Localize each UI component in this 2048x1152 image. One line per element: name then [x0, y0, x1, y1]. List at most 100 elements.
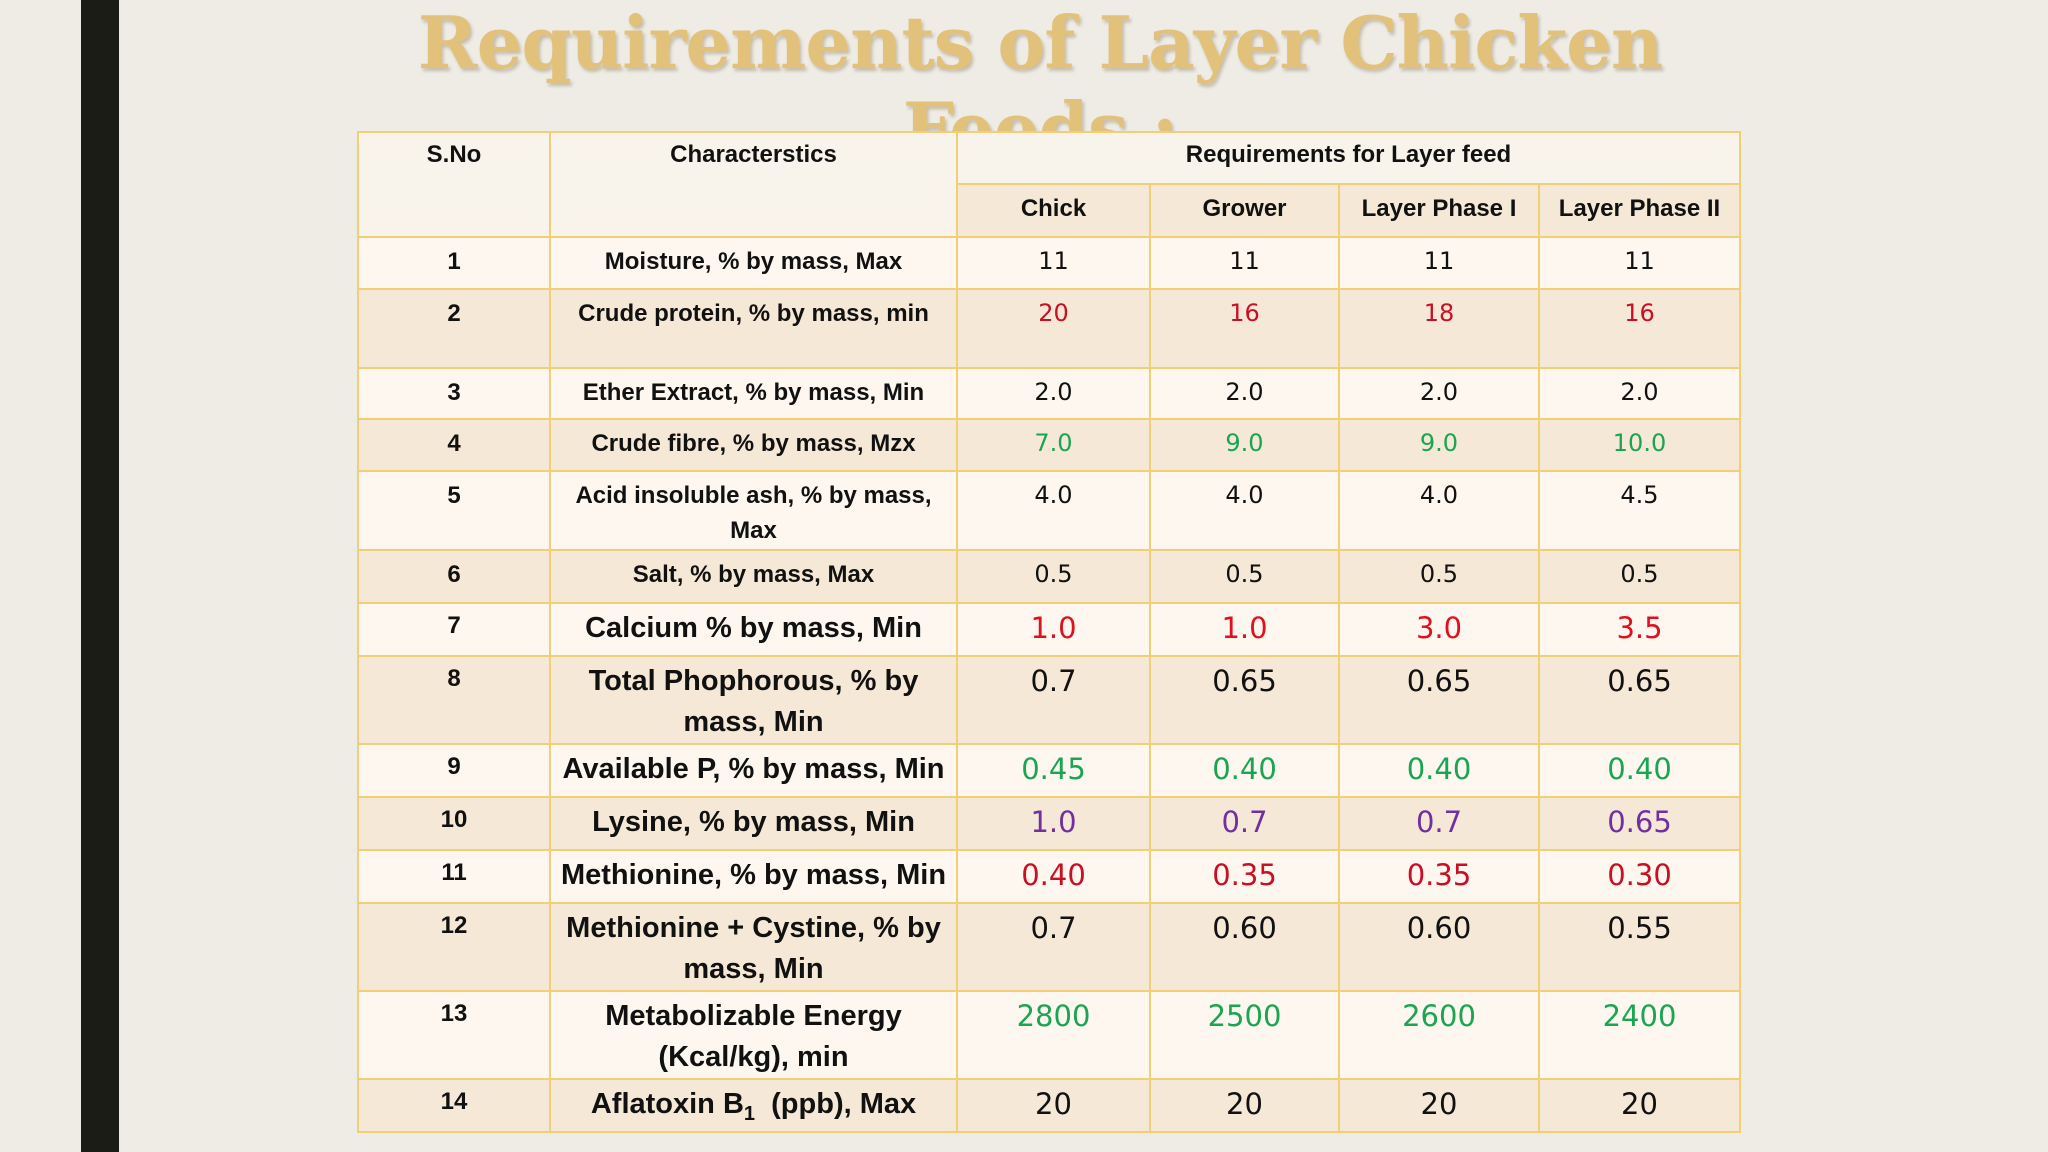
cell-layer-phase-1: 0.65 [1338, 655, 1540, 745]
cell-characteristic: Acid insoluble ash, % by mass, Max [549, 470, 958, 551]
characteristic-prefix: Aflatoxin B [590, 1088, 744, 1120]
cell-chick: 11 [956, 236, 1151, 290]
cell-chick: 2800 [956, 990, 1151, 1080]
cell-grower: 9.0 [1149, 418, 1340, 472]
cell-chick: 0.40 [956, 849, 1151, 904]
cell-layer-phase-2: 0.40 [1538, 743, 1741, 798]
cell-chick: 20 [956, 288, 1151, 369]
table-row: 11 Methionine, % by mass, Min 0.40 0.35 … [357, 849, 1741, 904]
table-row: 10 Lysine, % by mass, Min 1.0 0.7 0.7 0.… [357, 796, 1741, 851]
cell-layer-phase-2: 0.30 [1538, 849, 1741, 904]
cell-characteristic: Aflatoxin B1 (ppb), Max [549, 1078, 958, 1133]
table-row: 9 Available P, % by mass, Min 0.45 0.40 … [357, 743, 1741, 798]
cell-chick: 1.0 [956, 796, 1151, 851]
header-requirements-group: Requirements for Layer feed [956, 131, 1741, 185]
cell-characteristic: Crude protein, % by mass, min [549, 288, 958, 369]
table-row: 4 Crude fibre, % by mass, Mzx 7.0 9.0 9.… [357, 418, 1741, 472]
page-title: Requirements of Layer Chicken Feeds : [417, 0, 1664, 171]
cell-sno: 1 [357, 236, 551, 290]
characteristic-subscript: 1 [743, 1102, 756, 1125]
cell-layer-phase-1: 3.0 [1338, 602, 1540, 657]
cell-sno: 5 [357, 470, 551, 551]
cell-sno: 3 [357, 367, 551, 420]
table-row: 2 Crude protein, % by mass, min 20 16 18… [357, 288, 1741, 369]
cell-characteristic: Salt, % by mass, Max [549, 549, 958, 604]
cell-layer-phase-2: 16 [1538, 288, 1741, 369]
left-accent-bar [81, 0, 119, 1152]
cell-layer-phase-2: 0.55 [1538, 902, 1741, 992]
cell-chick: 1.0 [956, 602, 1151, 657]
cell-grower: 0.7 [1149, 796, 1340, 851]
table-row: 1 Moisture, % by mass, Max 11 11 11 11 [357, 236, 1741, 290]
cell-chick: 4.0 [956, 470, 1151, 551]
cell-grower: 2500 [1149, 990, 1340, 1080]
cell-characteristic: Metabolizable Energy (Kcal/kg), min [549, 990, 958, 1080]
cell-characteristic: Methionine + Cystine, % by mass, Min [549, 902, 958, 992]
cell-grower: 0.5 [1149, 549, 1340, 604]
cell-layer-phase-2: 0.65 [1538, 655, 1741, 745]
table-row: 6 Salt, % by mass, Max 0.5 0.5 0.5 0.5 [357, 549, 1741, 604]
cell-characteristic: Methionine, % by mass, Min [549, 849, 958, 904]
cell-chick: 0.5 [956, 549, 1151, 604]
cell-layer-phase-1: 0.5 [1338, 549, 1540, 604]
cell-characteristic: Calcium % by mass, Min [549, 602, 958, 657]
cell-layer-phase-1: 9.0 [1338, 418, 1540, 472]
cell-sno: 4 [357, 418, 551, 472]
cell-sno: 9 [357, 743, 551, 798]
cell-layer-phase-1: 18 [1338, 288, 1540, 369]
cell-layer-phase-2: 0.65 [1538, 796, 1741, 851]
cell-layer-phase-1: 4.0 [1338, 470, 1540, 551]
cell-grower: 0.35 [1149, 849, 1340, 904]
characteristic-suffix: (ppb), Max [755, 1088, 917, 1120]
cell-characteristic: Total Phophorous, % by mass, Min [549, 655, 958, 745]
cell-chick: 0.7 [956, 655, 1151, 745]
header-layer-phase-1: Layer Phase I [1338, 183, 1540, 238]
cell-sno: 2 [357, 288, 551, 369]
cell-sno: 14 [357, 1078, 551, 1133]
header-sno: S.No [357, 131, 551, 238]
cell-characteristic: Ether Extract, % by mass, Min [549, 367, 958, 420]
cell-characteristic: Moisture, % by mass, Max [549, 236, 958, 290]
cell-layer-phase-2: 2.0 [1538, 367, 1741, 420]
cell-layer-phase-2: 4.5 [1538, 470, 1741, 551]
feed-requirements-table: S.No Characterstics Requirements for Lay… [357, 131, 1741, 1133]
header-grower: Grower [1149, 183, 1340, 238]
cell-layer-phase-1: 2600 [1338, 990, 1540, 1080]
cell-chick: 0.7 [956, 902, 1151, 992]
table-row: 8 Total Phophorous, % by mass, Min 0.7 0… [357, 655, 1741, 745]
cell-layer-phase-2: 20 [1538, 1078, 1741, 1133]
cell-layer-phase-1: 0.7 [1338, 796, 1540, 851]
cell-chick: 7.0 [956, 418, 1151, 472]
cell-layer-phase-1: 0.60 [1338, 902, 1540, 992]
cell-grower: 0.40 [1149, 743, 1340, 798]
cell-sno: 7 [357, 602, 551, 657]
cell-sno: 10 [357, 796, 551, 851]
cell-layer-phase-1: 20 [1338, 1078, 1540, 1133]
cell-sno: 6 [357, 549, 551, 604]
table-row: 14 Aflatoxin B1 (ppb), Max 20 20 20 20 [357, 1078, 1741, 1133]
cell-grower: 1.0 [1149, 602, 1340, 657]
cell-layer-phase-1: 0.40 [1338, 743, 1540, 798]
cell-sno: 11 [357, 849, 551, 904]
cell-layer-phase-1: 11 [1338, 236, 1540, 290]
cell-sno: 12 [357, 902, 551, 992]
cell-grower: 0.65 [1149, 655, 1340, 745]
cell-grower: 20 [1149, 1078, 1340, 1133]
table-row: 12 Methionine + Cystine, % by mass, Min … [357, 902, 1741, 992]
cell-sno: 8 [357, 655, 551, 745]
cell-layer-phase-2: 0.5 [1538, 549, 1741, 604]
table-row: 13 Metabolizable Energy (Kcal/kg), min 2… [357, 990, 1741, 1080]
table-row: 7 Calcium % by mass, Min 1.0 1.0 3.0 3.5 [357, 602, 1741, 657]
table-row: 3 Ether Extract, % by mass, Min 2.0 2.0 … [357, 367, 1741, 420]
cell-grower: 11 [1149, 236, 1340, 290]
table-row: 5 Acid insoluble ash, % by mass, Max 4.0… [357, 470, 1741, 551]
header-layer-phase-2: Layer Phase II [1538, 183, 1741, 238]
cell-layer-phase-1: 2.0 [1338, 367, 1540, 420]
cell-layer-phase-2: 10.0 [1538, 418, 1741, 472]
cell-chick: 2.0 [956, 367, 1151, 420]
cell-grower: 2.0 [1149, 367, 1340, 420]
cell-characteristic: Available P, % by mass, Min [549, 743, 958, 798]
cell-layer-phase-2: 2400 [1538, 990, 1741, 1080]
cell-layer-phase-2: 11 [1538, 236, 1741, 290]
cell-chick: 0.45 [956, 743, 1151, 798]
